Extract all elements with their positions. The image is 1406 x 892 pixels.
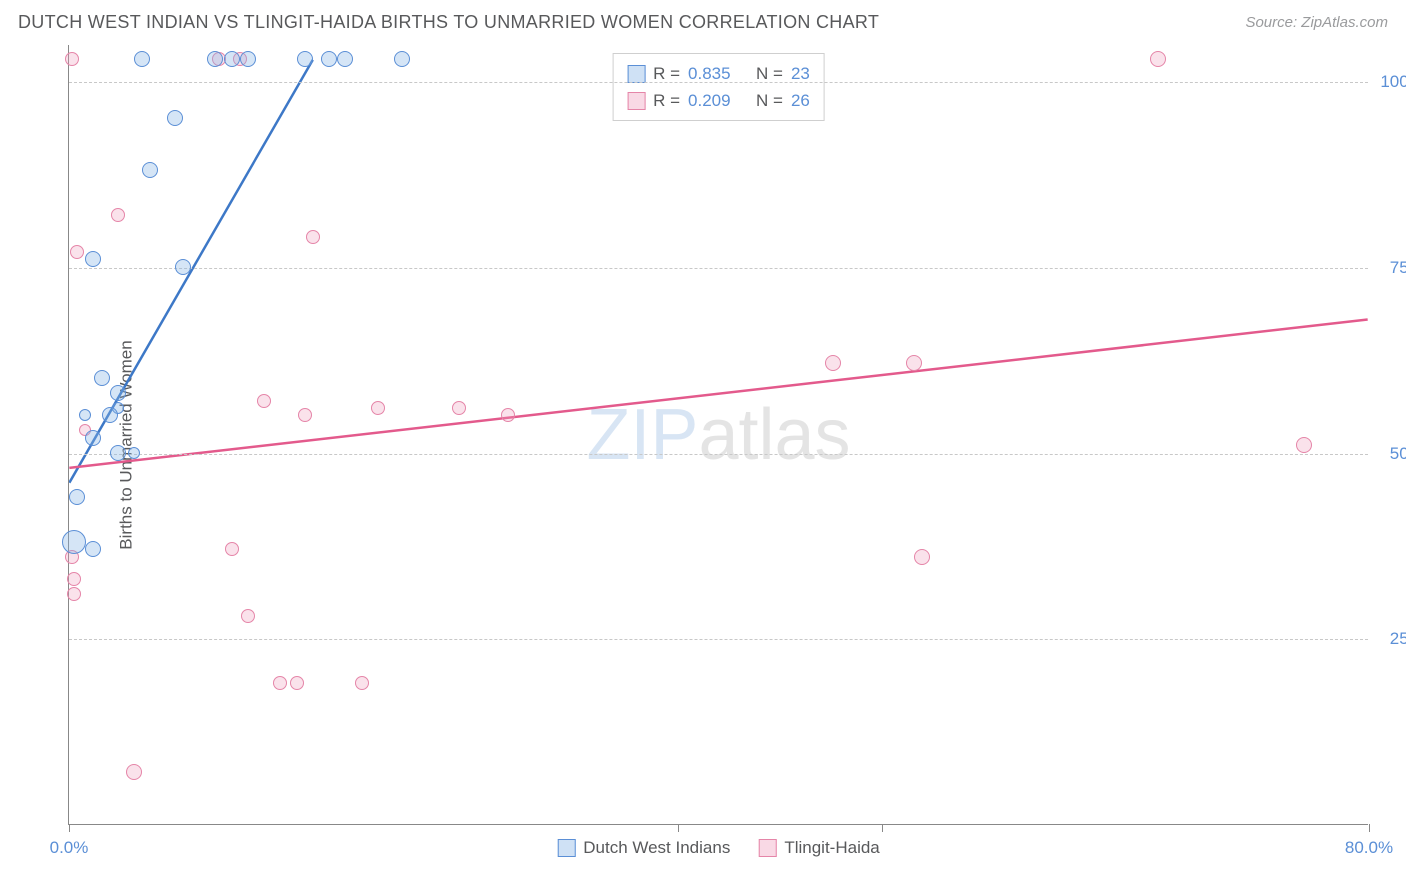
data-point-pink <box>67 587 81 601</box>
y-tick-label: 50.0% <box>1390 444 1406 464</box>
n-value-pink: 26 <box>791 87 810 114</box>
watermark-part1: ZIP <box>586 395 698 475</box>
trend-lines <box>69 45 1368 824</box>
data-point-pink <box>257 394 271 408</box>
chart-container: Births to Unmarried Women ZIPatlas R = 0… <box>50 45 1390 845</box>
legend-label-blue: Dutch West Indians <box>583 838 730 858</box>
data-point-pink <box>298 408 312 422</box>
data-point-blue <box>85 541 101 557</box>
data-point-pink <box>67 572 81 586</box>
legend-label-pink: Tlingit-Haida <box>784 838 879 858</box>
data-point-pink <box>111 208 125 222</box>
data-point-blue <box>207 51 223 67</box>
data-point-pink <box>273 676 287 690</box>
gridline <box>69 639 1368 640</box>
data-point-blue <box>321 51 337 67</box>
data-point-blue <box>134 51 150 67</box>
plot-area: ZIPatlas R = 0.835 N = 23 R = 0.209 N = … <box>68 45 1368 825</box>
data-point-blue <box>175 259 191 275</box>
r-label: R = <box>653 87 680 114</box>
data-point-pink <box>65 52 79 66</box>
data-point-blue <box>394 51 410 67</box>
x-tick-mark <box>678 824 679 832</box>
data-point-blue <box>240 51 256 67</box>
data-point-pink <box>906 355 922 371</box>
data-point-pink <box>355 676 369 690</box>
data-point-pink <box>1150 51 1166 67</box>
x-tick-label: 80.0% <box>1345 838 1393 858</box>
source-label: Source: ZipAtlas.com <box>1245 14 1388 31</box>
data-point-blue <box>85 430 101 446</box>
legend-item-blue: Dutch West Indians <box>557 838 730 858</box>
y-tick-label: 25.0% <box>1390 629 1406 649</box>
n-label: N = <box>756 87 783 114</box>
data-point-pink <box>225 542 239 556</box>
x-tick-mark <box>1369 824 1370 832</box>
data-point-pink <box>70 245 84 259</box>
chart-header: DUTCH WEST INDIAN VS TLINGIT-HAIDA BIRTH… <box>0 0 1406 41</box>
data-point-pink <box>290 676 304 690</box>
gridline <box>69 82 1368 83</box>
data-point-blue <box>297 51 313 67</box>
x-tick-mark <box>882 824 883 832</box>
data-point-blue <box>128 447 140 459</box>
data-point-blue <box>337 51 353 67</box>
stats-row-pink: R = 0.209 N = 26 <box>627 87 810 114</box>
x-tick-mark <box>69 824 70 832</box>
data-point-pink <box>371 401 385 415</box>
chart-title: DUTCH WEST INDIAN VS TLINGIT-HAIDA BIRTH… <box>18 12 879 33</box>
data-point-blue <box>69 489 85 505</box>
data-point-blue <box>110 385 126 401</box>
watermark: ZIPatlas <box>586 394 850 476</box>
r-value-pink: 0.209 <box>688 87 731 114</box>
gridline <box>69 268 1368 269</box>
y-tick-label: 75.0% <box>1390 258 1406 278</box>
swatch-blue-icon <box>557 839 575 857</box>
data-point-blue <box>142 162 158 178</box>
data-point-pink <box>452 401 466 415</box>
data-point-pink <box>241 609 255 623</box>
data-point-blue <box>79 409 91 421</box>
data-point-pink <box>914 549 930 565</box>
legend-item-pink: Tlingit-Haida <box>758 838 879 858</box>
y-tick-label: 100.0% <box>1380 72 1406 92</box>
stats-legend: R = 0.835 N = 23 R = 0.209 N = 26 <box>612 53 825 121</box>
data-point-blue <box>94 370 110 386</box>
swatch-blue-icon <box>627 65 645 83</box>
data-point-blue <box>110 445 126 461</box>
data-point-pink <box>1296 437 1312 453</box>
series-legend: Dutch West Indians Tlingit-Haida <box>557 838 880 858</box>
data-point-pink <box>825 355 841 371</box>
x-tick-label: 0.0% <box>50 838 89 858</box>
watermark-part2: atlas <box>698 395 850 475</box>
data-point-blue <box>62 530 86 554</box>
swatch-pink-icon <box>627 92 645 110</box>
data-point-blue <box>102 407 118 423</box>
data-point-pink <box>126 764 142 780</box>
data-point-pink <box>306 230 320 244</box>
gridline <box>69 454 1368 455</box>
data-point-blue <box>167 110 183 126</box>
swatch-pink-icon <box>758 839 776 857</box>
data-point-pink <box>501 408 515 422</box>
data-point-blue <box>85 251 101 267</box>
data-point-blue <box>224 51 240 67</box>
